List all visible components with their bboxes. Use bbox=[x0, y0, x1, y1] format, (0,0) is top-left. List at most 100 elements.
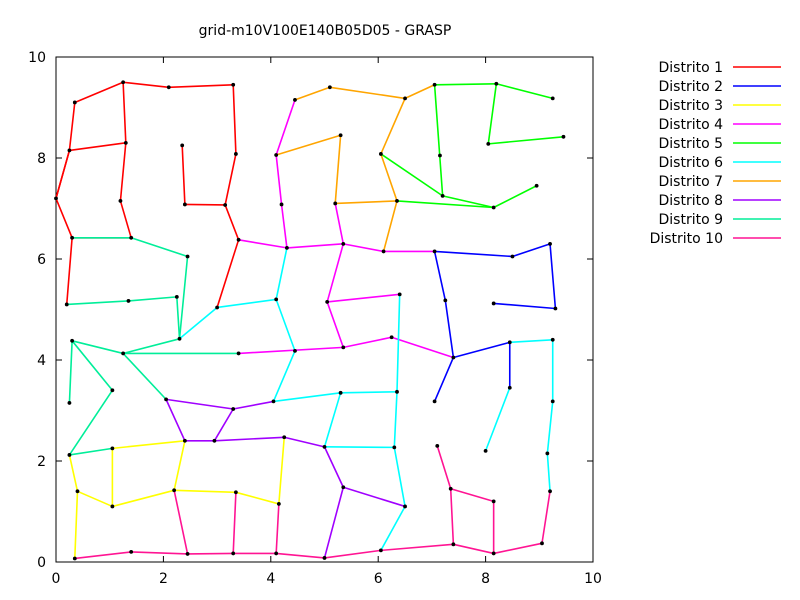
vertex-point bbox=[233, 490, 238, 495]
district-edge bbox=[272, 392, 342, 403]
vertex-point bbox=[486, 141, 491, 146]
district-edge bbox=[130, 551, 189, 555]
legend-label: Distrito 10 bbox=[650, 231, 723, 247]
vertex-point bbox=[164, 397, 168, 402]
district-edge bbox=[173, 439, 186, 492]
district-edge bbox=[404, 83, 436, 100]
vertex-point bbox=[274, 551, 279, 556]
y-tick-label: 0 bbox=[37, 555, 46, 571]
vertex-point bbox=[70, 338, 75, 343]
district-edge bbox=[449, 487, 495, 503]
vertex-point bbox=[185, 254, 190, 259]
district-edge bbox=[433, 250, 447, 302]
y-tick-label: 6 bbox=[37, 252, 46, 268]
district-edge bbox=[433, 82, 498, 86]
vertex-point bbox=[54, 196, 58, 201]
vertex-point bbox=[378, 548, 383, 553]
district-edge bbox=[334, 202, 345, 245]
vertex-point bbox=[548, 489, 552, 494]
district-edge bbox=[393, 446, 406, 508]
district-edge bbox=[55, 197, 73, 239]
series-9 bbox=[65, 236, 240, 456]
vertex-point bbox=[327, 85, 332, 90]
vertex-point bbox=[174, 294, 179, 299]
district-edge bbox=[224, 204, 240, 241]
district-edge bbox=[396, 293, 401, 393]
district-edge bbox=[127, 296, 178, 302]
vertex-point bbox=[389, 335, 394, 340]
district-edge bbox=[119, 200, 132, 239]
district-edge bbox=[436, 445, 452, 490]
district-edge bbox=[68, 454, 79, 493]
vertex-point bbox=[236, 237, 241, 242]
legend-label: Distrito 3 bbox=[658, 98, 723, 114]
vertex-point bbox=[403, 504, 407, 509]
district-edge bbox=[111, 489, 175, 508]
vertex-point bbox=[553, 306, 558, 311]
legend-label: Distrito 8 bbox=[658, 193, 723, 209]
vertex-point bbox=[118, 199, 123, 203]
vertex-point bbox=[72, 556, 77, 561]
district-edge bbox=[272, 350, 296, 403]
vertex-point bbox=[72, 100, 77, 105]
vertex-point bbox=[432, 399, 437, 404]
vertex-point bbox=[378, 152, 383, 156]
district-edge bbox=[334, 200, 398, 205]
district-edge bbox=[452, 543, 495, 555]
district-edge bbox=[178, 306, 218, 340]
district-edge bbox=[342, 336, 393, 349]
vertex-point bbox=[67, 401, 72, 405]
vertex-point bbox=[182, 202, 187, 207]
district-edge bbox=[546, 400, 554, 455]
district-edge bbox=[380, 97, 406, 155]
x-tick-label: 10 bbox=[584, 571, 602, 587]
series-10 bbox=[73, 445, 551, 560]
district-edge bbox=[232, 83, 237, 155]
series-7 bbox=[275, 83, 436, 253]
x-tick-label: 4 bbox=[266, 571, 275, 587]
district-edge bbox=[173, 489, 237, 494]
vertex-point bbox=[381, 249, 386, 254]
vertex-point bbox=[274, 297, 279, 302]
vertex-point bbox=[274, 153, 279, 157]
vertex-point bbox=[440, 193, 445, 198]
district-edge bbox=[280, 203, 288, 249]
vertex-point bbox=[215, 305, 220, 310]
district-edge bbox=[487, 135, 565, 145]
district-edge bbox=[487, 82, 498, 145]
district-edge bbox=[278, 436, 286, 505]
vertex-point bbox=[545, 451, 550, 456]
district-edge bbox=[275, 298, 296, 352]
district-edge bbox=[122, 81, 170, 89]
vertex-point bbox=[550, 96, 555, 101]
vertex-point bbox=[129, 235, 134, 240]
district-edge bbox=[275, 154, 283, 206]
vertex-point bbox=[231, 551, 236, 556]
vertex-point bbox=[110, 446, 115, 451]
district-edge bbox=[181, 144, 186, 206]
district-edge bbox=[65, 236, 73, 306]
district-edge bbox=[122, 337, 181, 355]
vertex-point bbox=[293, 98, 297, 102]
legend-label: Distrito 5 bbox=[658, 136, 723, 152]
district-edge bbox=[342, 243, 385, 253]
vertex-point bbox=[75, 489, 80, 494]
district-edge bbox=[511, 243, 551, 258]
vertex-point bbox=[236, 351, 241, 356]
x-tick-label: 0 bbox=[52, 571, 61, 587]
vertex-point bbox=[550, 337, 555, 342]
vertex-point bbox=[279, 202, 284, 207]
district-edge bbox=[165, 398, 235, 410]
district-edge bbox=[275, 134, 342, 156]
district-edge bbox=[68, 389, 114, 456]
vertex-point bbox=[432, 249, 437, 254]
x-tick-label: 2 bbox=[159, 571, 168, 587]
vertex-point bbox=[432, 82, 437, 87]
district-edge bbox=[393, 391, 398, 449]
district-edge bbox=[68, 340, 73, 404]
district-edge bbox=[380, 153, 444, 197]
vertex-point bbox=[395, 389, 399, 394]
vertex-point bbox=[333, 201, 338, 206]
district-edge bbox=[275, 552, 326, 559]
vertex-point bbox=[121, 351, 126, 356]
